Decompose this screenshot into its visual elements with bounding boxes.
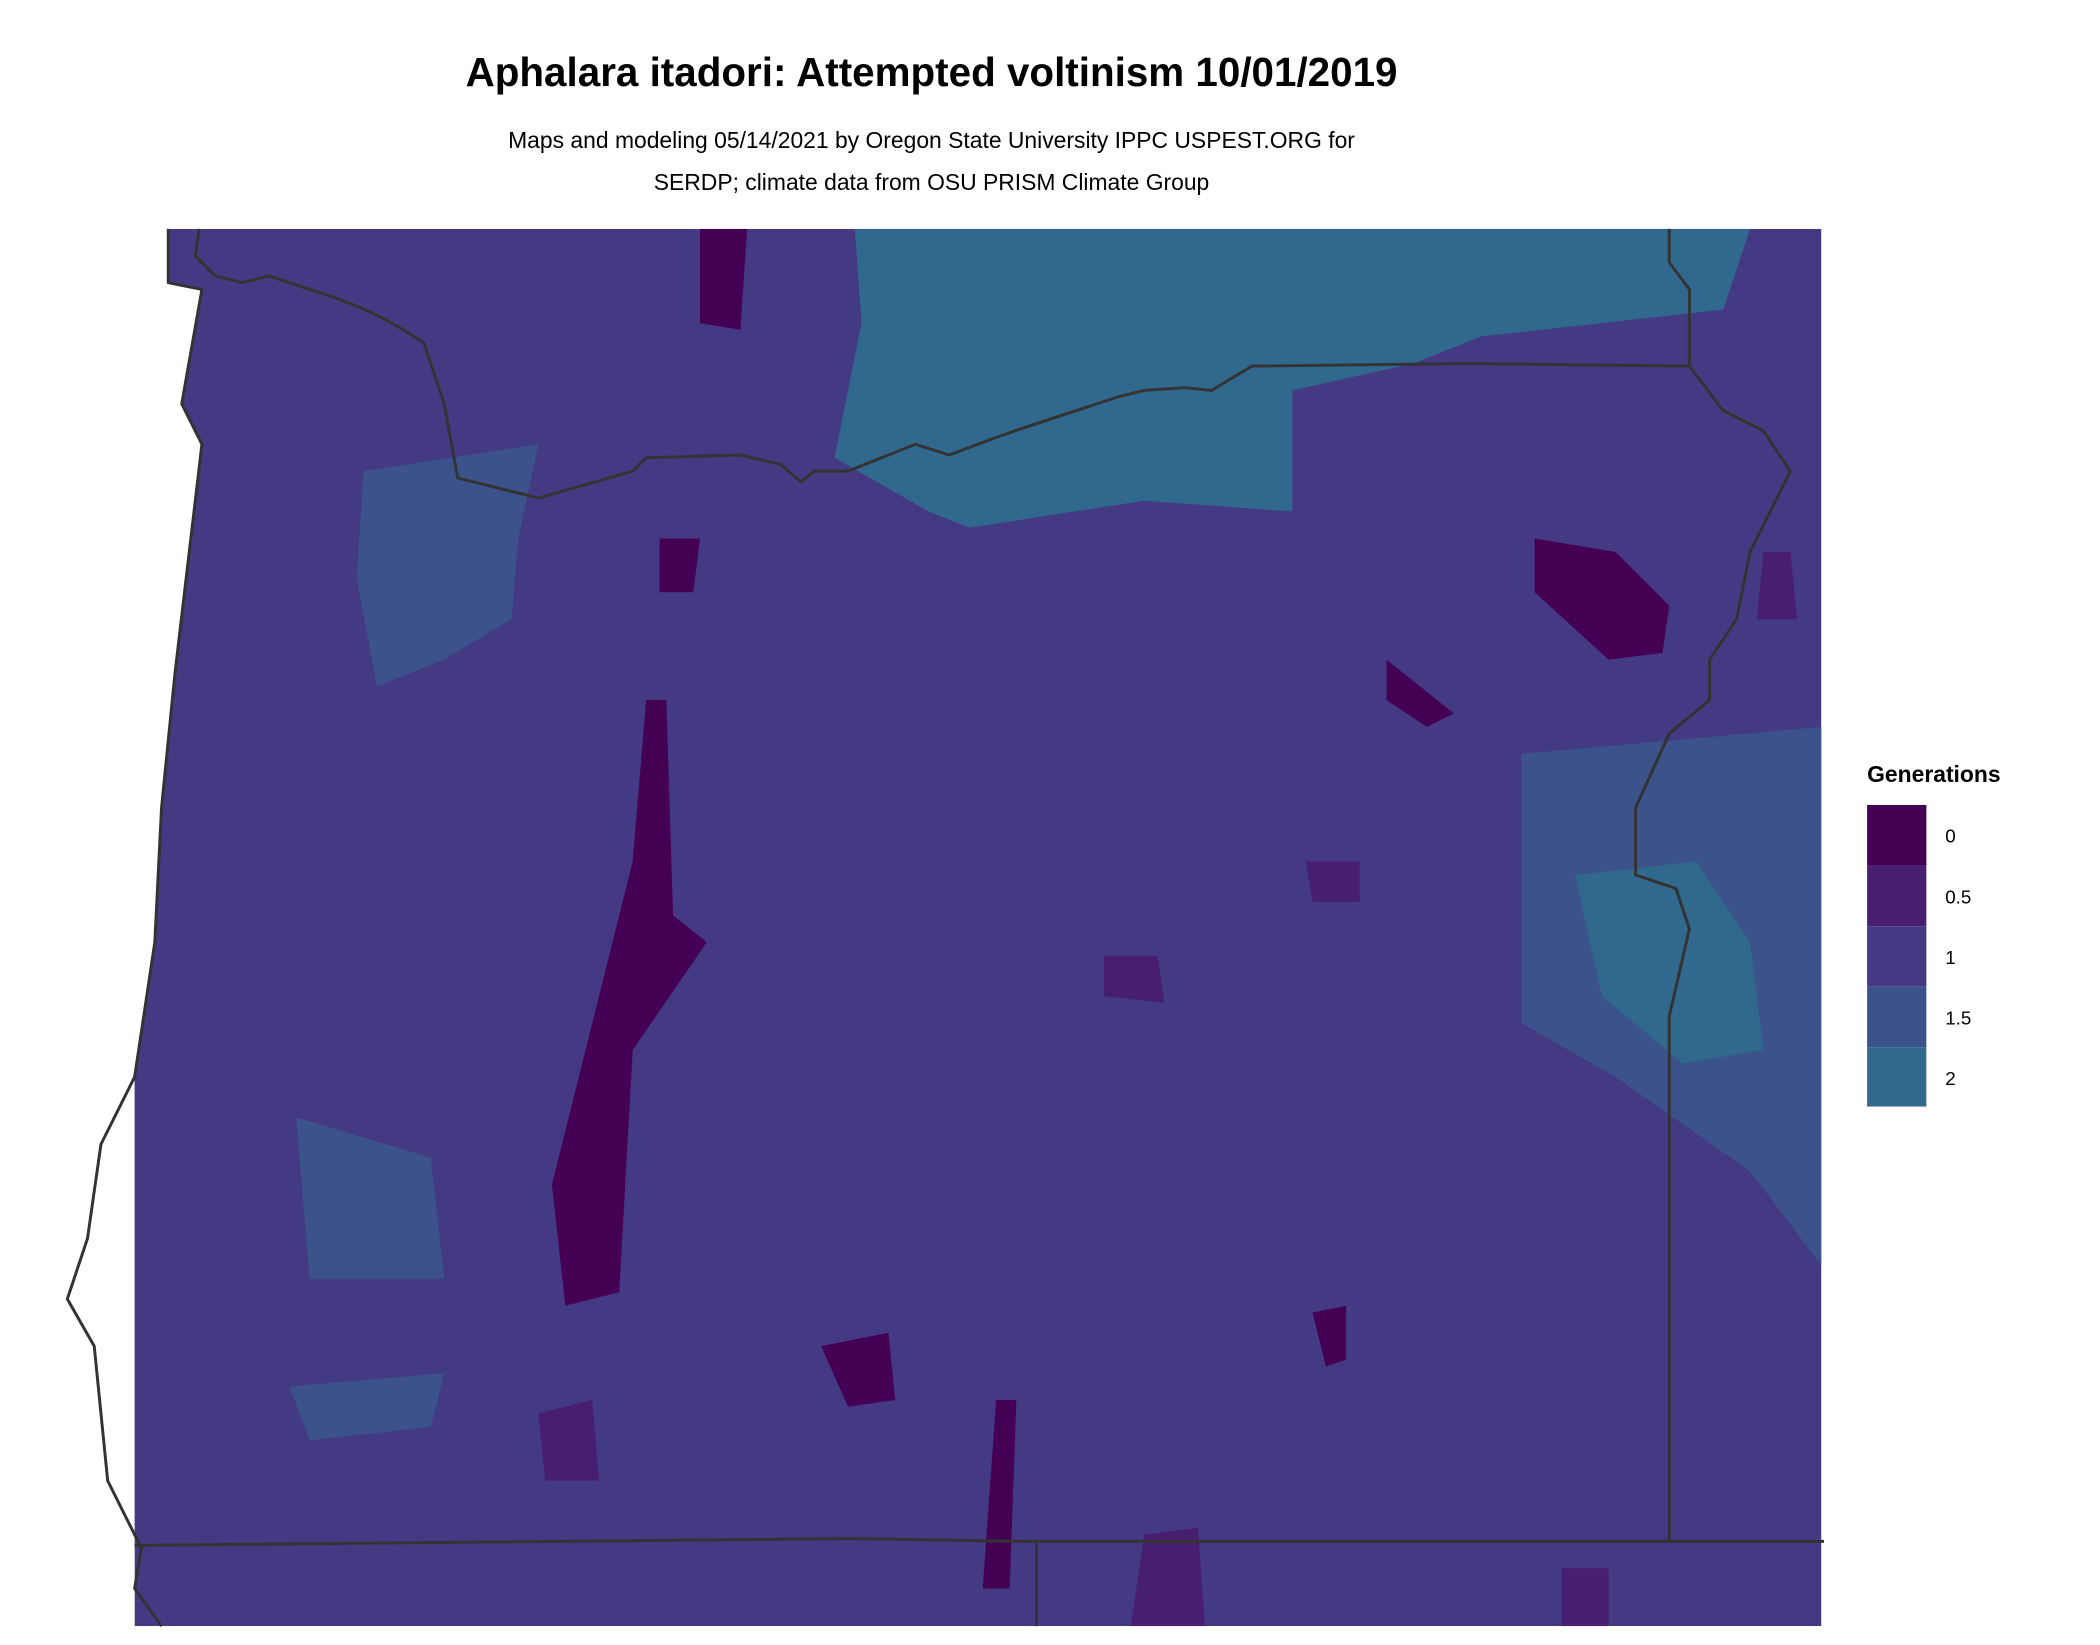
pacific-coastline xyxy=(65,228,204,1628)
southern-border xyxy=(134,1537,1825,1627)
raster-2-generation-north xyxy=(834,228,1750,528)
legend-swatch-0.5 xyxy=(1867,865,1927,927)
raster-base-1-generation xyxy=(134,228,1822,1627)
map-title: Aphalara itadori: Attempted voltinism 10… xyxy=(466,49,1398,95)
legend-swatch-0 xyxy=(1867,805,1927,866)
legend-swatch-2 xyxy=(1867,1047,1927,1107)
map-subtitle-line1: Maps and modeling 05/14/2021 by Oregon S… xyxy=(508,127,1355,153)
map-panel xyxy=(65,228,1825,1628)
legend: Generations 0 0.5 1 1.5 2 xyxy=(1867,761,2001,1107)
legend-label-2: 2 xyxy=(1945,1068,1955,1089)
raster-2-generation-east xyxy=(1575,861,1764,1064)
legend-label-1.5: 1.5 xyxy=(1945,1007,1971,1028)
map-subtitle-line2: SERDP; climate data from OSU PRISM Clima… xyxy=(654,169,1210,195)
legend-label-0.5: 0.5 xyxy=(1945,886,1971,907)
legend-swatch-1.5 xyxy=(1867,986,1927,1048)
snake-river-idaho-border xyxy=(1634,228,1792,1542)
raster-1.5-generation-southwest xyxy=(289,1117,445,1441)
columbia-river-border xyxy=(193,228,1690,500)
legend-label-1: 1 xyxy=(1945,947,1955,968)
legend-title: Generations xyxy=(1867,761,2000,787)
raster-1.5-generation-west xyxy=(356,444,539,687)
legend-swatch-1 xyxy=(1867,926,1927,987)
legend-label-0: 0 xyxy=(1945,826,1955,847)
